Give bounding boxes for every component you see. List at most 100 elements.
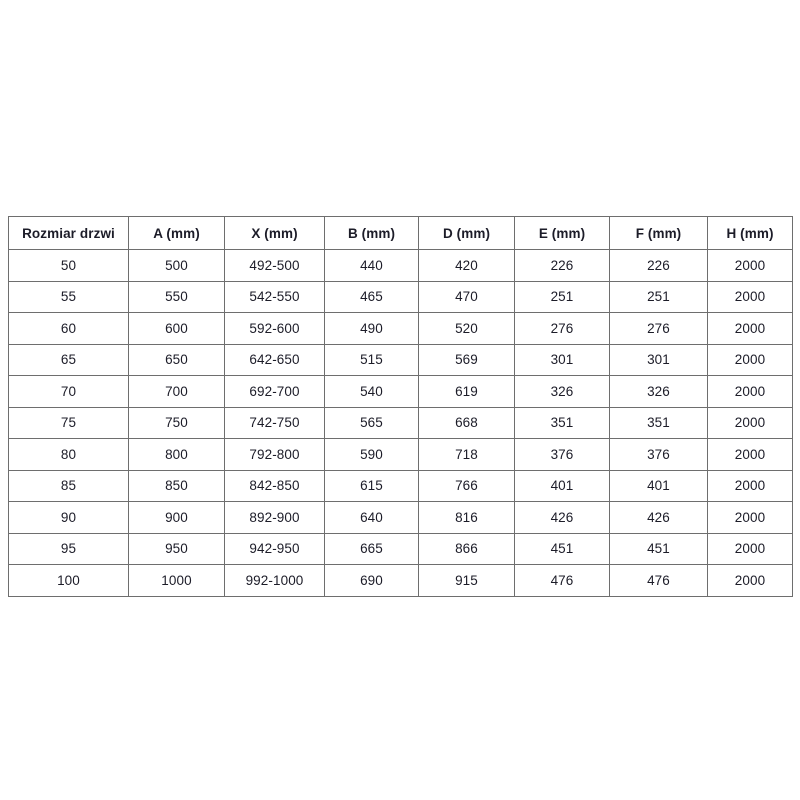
cell-value: 500 (128, 249, 225, 282)
table-row: 70 700 692-700 540 619 326 326 2000 (8, 375, 793, 408)
cell-value: 590 (324, 438, 419, 471)
table-row: 85 850 842-850 615 766 401 401 2000 (8, 469, 793, 502)
cell-value: 376 (514, 438, 610, 471)
column-header-e: E (mm) (514, 216, 610, 250)
cell-value: 2000 (707, 438, 793, 471)
cell-door-size: 60 (8, 312, 129, 345)
table-header: Rozmiar drzwi A (mm) X (mm) B (mm) D (mm) E (… (8, 216, 793, 250)
cell-value: 515 (324, 343, 419, 376)
cell-value: 301 (609, 343, 708, 376)
cell-value: 915 (418, 564, 515, 597)
cell-value: 565 (324, 406, 419, 439)
table-body: 50 500 492-500 440 420 226 226 2000 55 550 542-550… (8, 249, 793, 597)
cell-value: 615 (324, 469, 419, 502)
cell-value: 276 (609, 312, 708, 345)
cell-door-size: 80 (8, 438, 129, 471)
cell-value: 476 (514, 564, 610, 597)
cell-value: 665 (324, 532, 419, 565)
table-row: 80 800 792-800 590 718 376 376 2000 (8, 438, 793, 471)
specification-table-container: Rozmiar drzwi A (mm) X (mm) B (mm) D (mm) E (… (8, 216, 793, 597)
cell-value: 640 (324, 501, 419, 534)
cell-door-size: 85 (8, 469, 129, 502)
cell-value: 592-600 (224, 312, 325, 345)
cell-value: 2000 (707, 469, 793, 502)
cell-value: 251 (514, 280, 610, 313)
cell-value: 451 (609, 532, 708, 565)
table-row: 75 750 742-750 565 668 351 351 2000 (8, 406, 793, 439)
cell-value: 900 (128, 501, 225, 534)
cell-value: 451 (514, 532, 610, 565)
cell-value: 569 (418, 343, 515, 376)
cell-value: 690 (324, 564, 419, 597)
cell-value: 642-650 (224, 343, 325, 376)
cell-value: 276 (514, 312, 610, 345)
cell-value: 420 (418, 249, 515, 282)
cell-value: 426 (609, 501, 708, 534)
cell-value: 792-800 (224, 438, 325, 471)
cell-value: 2000 (707, 564, 793, 597)
cell-value: 426 (514, 501, 610, 534)
cell-value: 492-500 (224, 249, 325, 282)
cell-value: 401 (609, 469, 708, 502)
column-header-d: D (mm) (418, 216, 515, 250)
cell-value: 816 (418, 501, 515, 534)
cell-value: 850 (128, 469, 225, 502)
cell-value: 2000 (707, 249, 793, 282)
cell-value: 470 (418, 280, 515, 313)
table-row: 90 900 892-900 640 816 426 426 2000 (8, 501, 793, 534)
cell-door-size: 55 (8, 280, 129, 313)
table-header-row: Rozmiar drzwi A (mm) X (mm) B (mm) D (mm) E (… (8, 216, 793, 250)
cell-value: 2000 (707, 375, 793, 408)
cell-door-size: 70 (8, 375, 129, 408)
column-header-b: B (mm) (324, 216, 419, 250)
cell-value: 490 (324, 312, 419, 345)
cell-door-size: 100 (8, 564, 129, 597)
cell-value: 2000 (707, 343, 793, 376)
cell-door-size: 65 (8, 343, 129, 376)
cell-value: 942-950 (224, 532, 325, 565)
cell-value: 718 (418, 438, 515, 471)
cell-value: 2000 (707, 280, 793, 313)
cell-value: 542-550 (224, 280, 325, 313)
cell-value: 650 (128, 343, 225, 376)
cell-value: 750 (128, 406, 225, 439)
cell-value: 950 (128, 532, 225, 565)
door-size-specification-table: Rozmiar drzwi A (mm) X (mm) B (mm) D (mm) E (… (8, 216, 793, 597)
cell-value: 700 (128, 375, 225, 408)
cell-value: 226 (609, 249, 708, 282)
cell-value: 2000 (707, 312, 793, 345)
cell-value: 766 (418, 469, 515, 502)
table-row: 95 950 942-950 665 866 451 451 2000 (8, 532, 793, 565)
cell-value: 692-700 (224, 375, 325, 408)
cell-value: 668 (418, 406, 515, 439)
cell-door-size: 95 (8, 532, 129, 565)
cell-door-size: 90 (8, 501, 129, 534)
cell-value: 1000 (128, 564, 225, 597)
cell-value: 351 (609, 406, 708, 439)
cell-value: 800 (128, 438, 225, 471)
cell-value: 301 (514, 343, 610, 376)
cell-value: 550 (128, 280, 225, 313)
table-row: 100 1000 992-1000 690 915 476 476 2000 (8, 564, 793, 597)
cell-value: 326 (609, 375, 708, 408)
cell-value: 520 (418, 312, 515, 345)
cell-value: 226 (514, 249, 610, 282)
table-row: 50 500 492-500 440 420 226 226 2000 (8, 249, 793, 282)
cell-door-size: 75 (8, 406, 129, 439)
table-row: 60 600 592-600 490 520 276 276 2000 (8, 312, 793, 345)
cell-value: 326 (514, 375, 610, 408)
column-header-x: X (mm) (224, 216, 325, 250)
cell-door-size: 50 (8, 249, 129, 282)
cell-value: 540 (324, 375, 419, 408)
cell-value: 376 (609, 438, 708, 471)
cell-value: 351 (514, 406, 610, 439)
cell-value: 892-900 (224, 501, 325, 534)
cell-value: 992-1000 (224, 564, 325, 597)
table-row: 55 550 542-550 465 470 251 251 2000 (8, 280, 793, 313)
cell-value: 440 (324, 249, 419, 282)
cell-value: 842-850 (224, 469, 325, 502)
cell-value: 2000 (707, 406, 793, 439)
column-header-f: F (mm) (609, 216, 708, 250)
cell-value: 251 (609, 280, 708, 313)
